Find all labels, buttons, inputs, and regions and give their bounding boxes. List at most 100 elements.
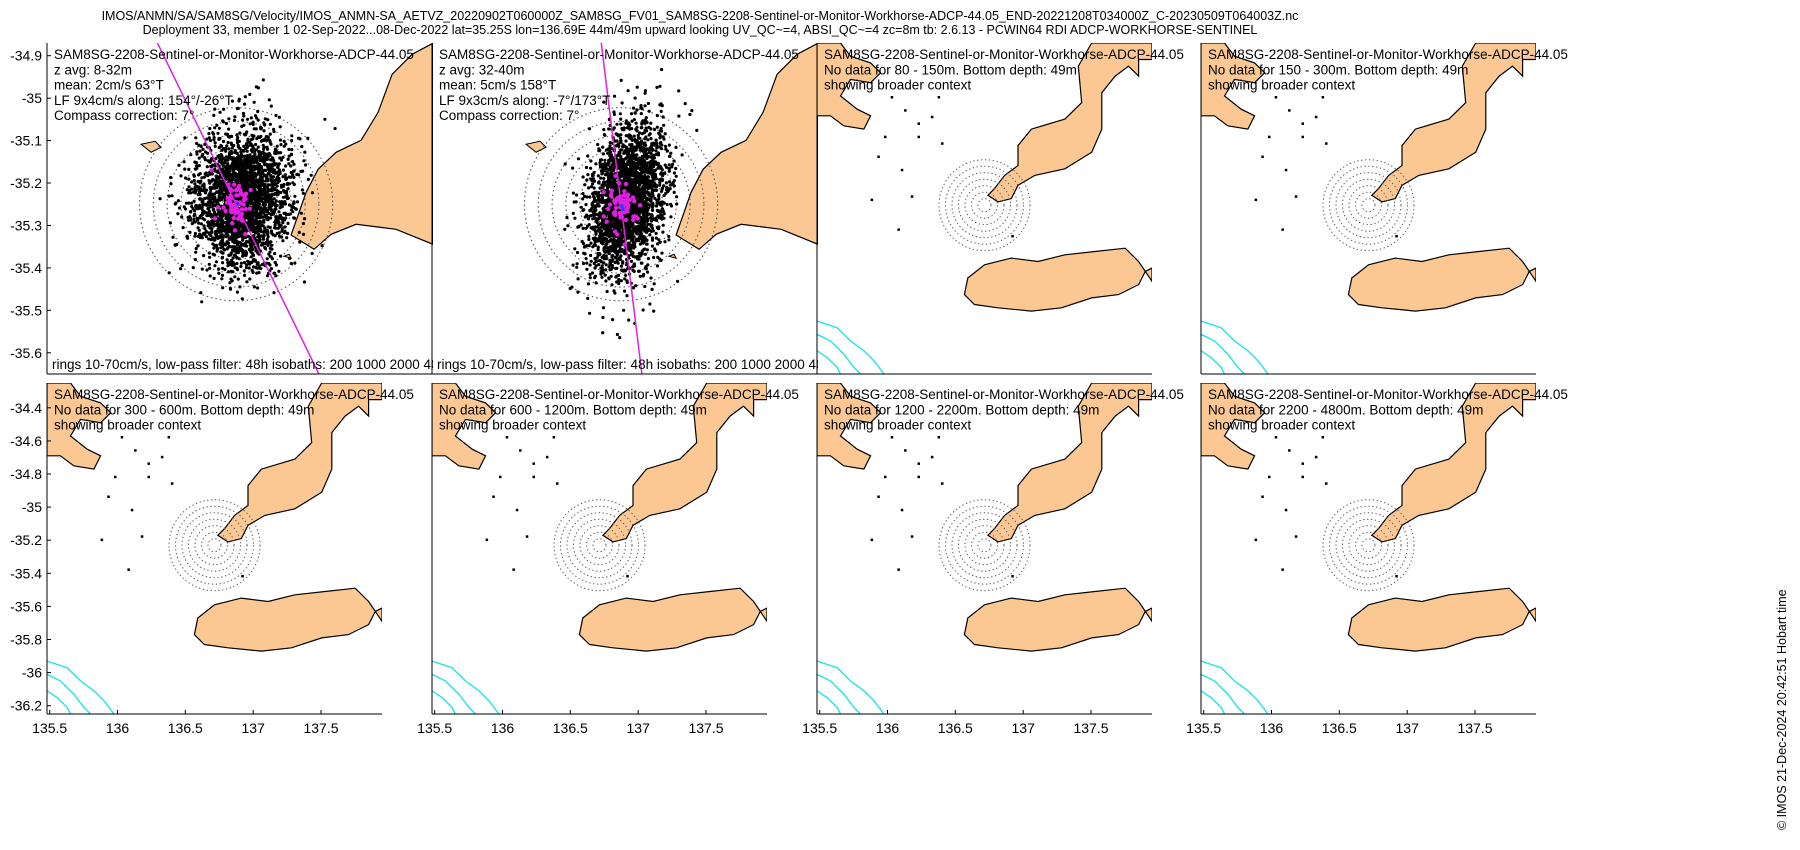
coastline-west	[1201, 43, 1266, 130]
islet	[160, 455, 164, 459]
islet	[1294, 195, 1298, 198]
panel-info-line: showing broader context	[54, 418, 201, 433]
mean-vector	[619, 203, 626, 212]
islet	[147, 475, 150, 479]
x-tick-label: 135.5	[417, 720, 452, 736]
velocity-ring	[194, 525, 235, 566]
islet	[877, 495, 880, 498]
isobath	[1201, 690, 1226, 714]
islet	[1325, 482, 1328, 485]
velocity-ring	[168, 499, 261, 592]
velocity-ring	[1329, 165, 1408, 245]
y-tick-label: -35	[22, 90, 42, 106]
coastline-east	[1144, 607, 1152, 623]
velocity-ring	[1355, 191, 1382, 219]
panel-info-line: No data for 300 - 600m. Bottom depth: 49…	[54, 402, 314, 417]
velocity-ring	[138, 107, 334, 302]
y-tick-label: -35.2	[10, 532, 42, 548]
isobath	[47, 690, 72, 714]
islet	[515, 508, 519, 512]
isobath	[1201, 660, 1269, 714]
x-tick-label: 137.5	[688, 720, 723, 736]
velocity-ring	[964, 185, 1005, 226]
coastline-west	[817, 43, 882, 130]
coastline-peninsula	[601, 383, 767, 543]
islet	[1321, 436, 1325, 439]
panel-title: SAM8SG-2208-Sentinel-or-Monitor-Workhors…	[824, 47, 1184, 62]
x-tick-label: 137	[1012, 720, 1036, 736]
panel-info-line: showing broader context	[1208, 418, 1355, 433]
panel-title: SAM8SG-2208-Sentinel-or-Monitor-Workhors…	[54, 387, 414, 402]
islet	[941, 142, 944, 145]
islet	[1274, 436, 1278, 439]
islet	[1314, 115, 1318, 119]
island	[139, 140, 162, 153]
islet	[1261, 495, 1264, 498]
panel-footer: rings 10-70cm/s, low-pass filter: 48h is…	[52, 357, 454, 372]
velocity-ring	[579, 525, 620, 566]
coastline-island	[1347, 247, 1530, 312]
islet	[556, 482, 559, 485]
panel-top-3: SAM8SG-2208-Sentinel-or-Monitor-Workhors…	[816, 43, 1184, 375]
coastline-west	[47, 383, 112, 470]
islet	[917, 135, 920, 139]
x-tick-label: 137	[242, 720, 266, 736]
panel-info-line: z avg: 8-32m	[54, 62, 132, 77]
islet	[937, 436, 941, 439]
coastline-west	[817, 383, 882, 470]
islet	[1301, 122, 1304, 125]
velocity-ring	[945, 505, 1024, 585]
y-tick-label: -35.4	[10, 565, 42, 581]
coastline-island	[1347, 587, 1530, 652]
islet	[1254, 538, 1258, 542]
y-tick-label: -35.5	[10, 302, 42, 318]
islet	[1301, 135, 1304, 139]
y-tick-label: -35.4	[10, 260, 42, 276]
panel-info-line: LF 9x3cm/s along: -7°/173°T	[439, 93, 610, 108]
header-line-2: Deployment 33, member 1 02-Sep-2022...08…	[143, 23, 1258, 37]
isobath	[817, 690, 842, 714]
panel-annotation: SAM8SG-2208-Sentinel-or-Monitor-Workhors…	[54, 47, 414, 123]
panel-top-2: rings 10-70cm/s, low-pass filter: 48h is…	[431, 43, 818, 375]
islet	[1011, 575, 1014, 578]
panel-top-1: rings 10-70cm/s, low-pass filter: 48h is…	[46, 43, 454, 375]
islet	[910, 535, 914, 538]
x-tick-label: 136	[106, 720, 130, 736]
x-tick-label: 137.5	[303, 720, 338, 736]
y-tick-label: -35.2	[10, 175, 42, 191]
x-tick-label: 136	[1260, 720, 1284, 736]
velocity-ring	[971, 531, 998, 559]
islet	[1284, 508, 1288, 512]
coastline-peninsula	[216, 383, 382, 543]
islet	[897, 568, 900, 571]
velocity-ring	[958, 178, 1011, 232]
plot-area	[817, 383, 1152, 714]
islet	[917, 462, 920, 465]
x-tick-label: 137.5	[1457, 720, 1492, 736]
panel-title: SAM8SG-2208-Sentinel-or-Monitor-Workhors…	[824, 387, 1184, 402]
panel-title: SAM8SG-2208-Sentinel-or-Monitor-Workhors…	[1208, 387, 1568, 402]
coastline-east	[1528, 607, 1536, 623]
velocity-ring	[152, 120, 320, 288]
velocity-ring	[1355, 531, 1382, 559]
islet	[910, 195, 914, 198]
velocity-ring	[181, 512, 248, 579]
islet	[485, 538, 489, 542]
islet	[1268, 475, 1271, 479]
islet	[552, 436, 556, 439]
islet	[167, 436, 171, 439]
islet	[877, 155, 880, 158]
x-tick-label: 136.5	[938, 720, 973, 736]
velocity-ring	[188, 518, 241, 572]
islet	[1288, 449, 1291, 452]
top-y-ticks: -34.9 -35 -35.1 -35.2 -35.3 -35.4 -35.5 -35.6	[10, 48, 51, 361]
scatter-points	[563, 67, 699, 340]
isobath	[817, 673, 861, 714]
islet	[130, 508, 134, 512]
islet	[1288, 109, 1291, 112]
velocity-ring	[1361, 198, 1376, 213]
bottom-x-ticks: 135.5 136 136.5 137 137.5 135.5 136 136.5 137 137…	[32, 710, 1493, 736]
coastline-island	[578, 587, 761, 652]
islet	[519, 449, 522, 452]
panel-annotation: SAM8SG-2208-Sentinel-or-Monitor-Workhors…	[824, 47, 1184, 93]
